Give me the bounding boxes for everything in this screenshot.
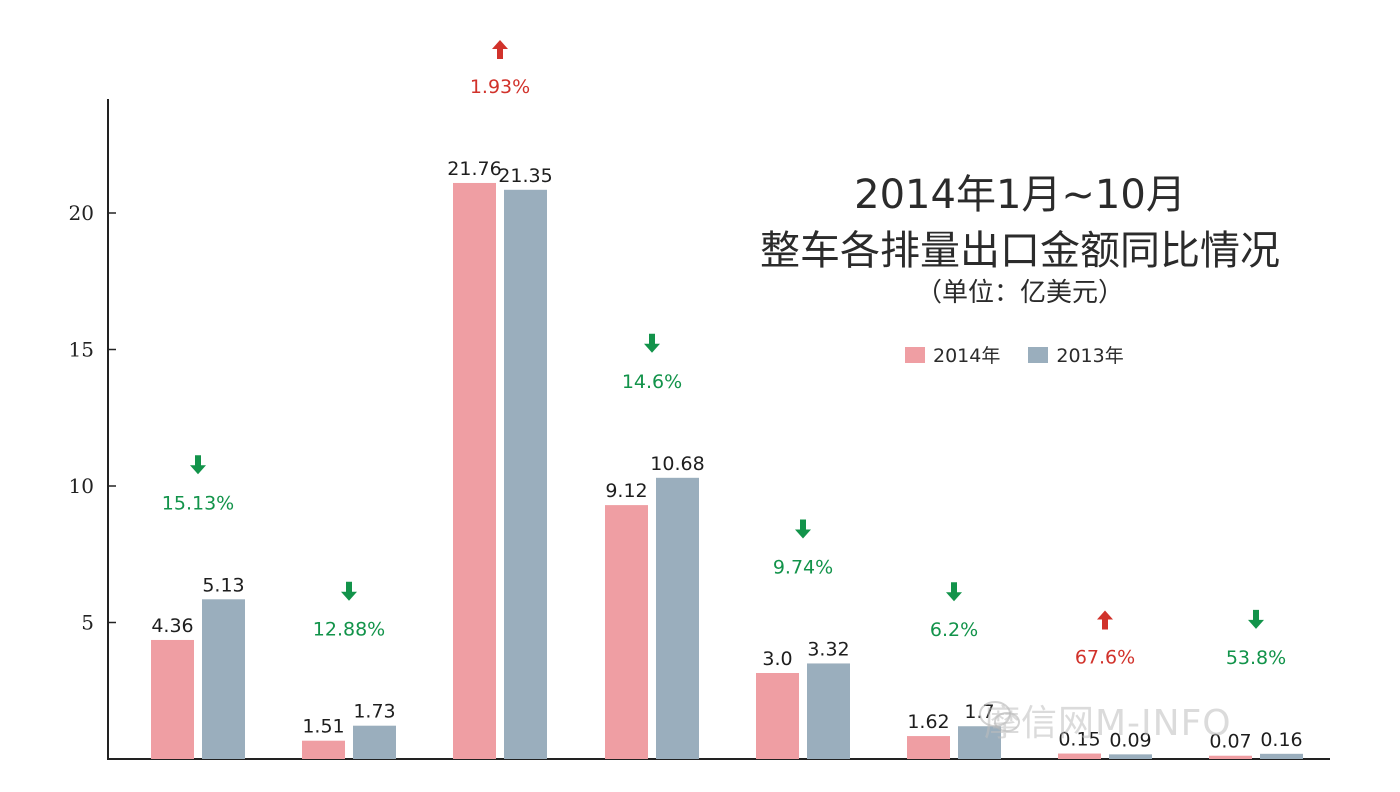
bar-2013 [504,189,547,760]
change-percent-label: 9.74% [773,556,833,578]
bar-value-label: 0.07 [1209,731,1251,753]
change-percent-label: 14.6% [622,371,682,393]
arrow-down-icon [341,581,357,601]
bar-2013 [958,726,1001,759]
chart-title-line1: 2014年1月~10月 [854,172,1186,218]
y-tick-label: 5 [81,611,94,635]
arrow-down-icon [1248,609,1264,629]
bar-value-label: 4.36 [151,615,193,637]
legend-swatch-2013 [1028,346,1049,363]
bar-value-label: 10.68 [650,453,704,475]
bar-2014 [453,182,496,760]
bar-2014 [1209,755,1252,759]
bar-2013 [807,663,850,759]
bar-value-label: 1.62 [907,711,949,733]
bar-value-label: 21.35 [498,165,552,187]
bar-value-label: 0.09 [1109,729,1151,751]
bar-value-label: 3.32 [807,638,849,660]
bar-value-label: 1.51 [302,716,344,738]
chart-title-line2: 整车各排量出口金额同比情况 [760,228,1280,274]
arrow-down-icon [644,333,660,353]
bar-2013 [353,725,396,759]
bar-value-label: 5.13 [202,574,244,596]
bar-value-label: 0.16 [1260,729,1302,751]
legend-label-2013: 2013年 [1056,345,1124,367]
arrow-up-icon [492,39,508,59]
change-percent-label: 1.93% [470,76,530,98]
bar-2014 [605,505,648,759]
bar-value-label: 0.15 [1058,729,1100,751]
y-tick-label: 15 [69,338,94,362]
bar-2013 [1109,754,1152,759]
arrow-down-icon [190,455,206,475]
bar-value-label: 21.76 [447,158,501,180]
legend-item-2014: 2014年 [905,341,1000,368]
legend: 2014年 2013年 [905,341,1152,368]
bar-2014 [907,736,950,759]
y-tick-label: 10 [69,474,94,498]
change-percent-label: 53.8% [1226,647,1286,669]
bar-2014 [1058,753,1101,759]
watermark: 摩信网M-INFO [984,703,1232,744]
bar-2014 [151,639,194,759]
arrow-down-icon [946,582,962,602]
bar-value-label: 1.73 [353,701,395,723]
bar-2014 [302,740,345,759]
change-percent-label: 6.2% [930,619,978,641]
legend-item-2013: 2013年 [1028,341,1124,368]
arrow-down-icon [795,519,811,539]
y-tick-label: 20 [69,201,94,225]
legend-label-2014: 2014年 [933,345,1001,367]
bar-value-label: 3.0 [762,648,792,670]
bar-2014 [756,673,799,759]
chart-unit: （单位：亿美元） [915,278,1124,308]
wechat-icon [979,701,1020,732]
arrow-up-icon [1097,610,1113,630]
bar-2013 [1260,753,1303,759]
change-percent-label: 67.6% [1075,647,1135,669]
bar-2013 [656,477,699,759]
bar-value-label: 9.12 [605,480,647,502]
change-percent-label: 12.88% [313,619,385,641]
change-percent-label: 15.13% [162,492,234,514]
legend-swatch-2014 [905,346,925,363]
bar-2013 [202,599,245,759]
